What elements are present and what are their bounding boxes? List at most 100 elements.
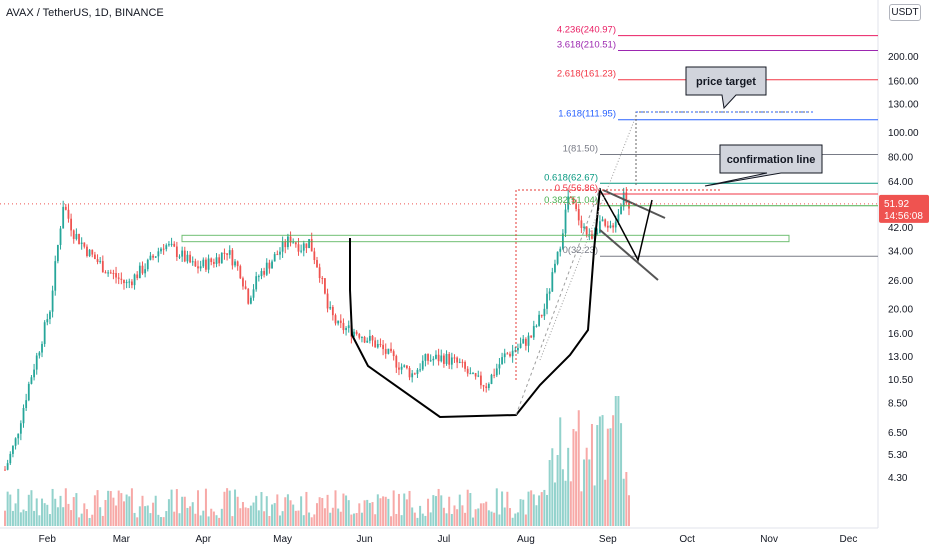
volume-bar	[138, 506, 141, 526]
volume-bar	[458, 494, 461, 526]
volume-bar	[572, 428, 575, 526]
candle-body	[175, 246, 178, 257]
candle-body	[585, 226, 588, 235]
candle-body	[183, 250, 186, 262]
handle-zigzag	[599, 189, 653, 263]
volume-bar	[308, 512, 311, 526]
volume-bar	[14, 503, 17, 526]
volume-bar	[165, 511, 168, 526]
candle-body	[424, 354, 427, 361]
candle-body	[33, 369, 35, 378]
volume-bar	[281, 511, 284, 526]
y-tick-label: 100.00	[888, 128, 919, 139]
candle-body	[347, 325, 350, 329]
candle-body	[326, 293, 329, 309]
volume-bar	[315, 503, 318, 526]
candle-body	[78, 233, 80, 245]
volume-bar	[556, 455, 559, 526]
candle-body	[355, 331, 358, 335]
y-tick-label: 80.00	[888, 153, 913, 164]
candle-body	[583, 226, 585, 228]
volume-bar	[141, 495, 144, 526]
volume-bar	[9, 494, 12, 526]
volume-bar	[239, 508, 242, 526]
volume-bar	[339, 511, 342, 526]
candle-body	[450, 357, 453, 365]
volume-bar	[350, 514, 353, 526]
volume-bar	[580, 491, 583, 526]
volume-bar	[493, 512, 496, 526]
confirmation-callout-bubble	[704, 144, 823, 187]
fib-level-label: 0.382(51.04)	[544, 195, 598, 206]
candle-body	[4, 469, 6, 471]
candle-body	[440, 355, 443, 362]
volume-bar	[19, 512, 22, 526]
x-tick-label: Jun	[357, 534, 373, 545]
volume-bar	[175, 489, 178, 526]
volume-bar	[236, 496, 239, 526]
candle-body	[144, 269, 147, 274]
candle-body	[509, 353, 511, 357]
volume-bar	[620, 423, 623, 526]
volume-bar	[471, 517, 474, 526]
volume-bar	[575, 431, 578, 526]
candle-body	[416, 369, 419, 375]
candle-body	[202, 259, 205, 267]
y-tick-label: 130.00	[888, 99, 919, 110]
volume-bar	[427, 498, 430, 526]
candle-body	[186, 254, 189, 262]
candle-body	[43, 322, 46, 344]
volume-bar	[366, 499, 369, 526]
candle-body	[405, 365, 408, 369]
volume-bar	[228, 490, 231, 526]
last-price-badge	[879, 194, 929, 223]
candle-body	[522, 338, 525, 344]
volume-bar	[590, 423, 593, 526]
candle-body	[56, 244, 59, 262]
volume-bar	[442, 507, 445, 526]
volume-bar	[408, 490, 411, 526]
volume-bar	[144, 506, 147, 526]
candle-body	[620, 206, 622, 215]
volume-bar	[546, 494, 549, 526]
volume-bar	[183, 496, 186, 526]
candle-body	[247, 288, 250, 304]
volume-bar	[569, 481, 572, 526]
volume-bar	[189, 506, 192, 526]
volume-bar	[292, 504, 295, 526]
measured-move-line	[515, 189, 720, 380]
volume-bar	[424, 515, 427, 526]
volume-bar	[390, 516, 393, 526]
volume-bar	[96, 490, 99, 526]
volume-bar	[207, 516, 210, 526]
volume-bar	[125, 494, 128, 526]
volume-bar	[149, 513, 152, 526]
volume-bar	[453, 505, 456, 526]
candle-body	[540, 314, 543, 317]
candle-body	[382, 344, 384, 350]
volume-bar	[241, 502, 244, 526]
candle-body	[17, 433, 20, 439]
volume-bar	[384, 496, 387, 526]
volume-bar	[191, 502, 194, 526]
volume-bar	[564, 480, 567, 526]
volume-bar	[397, 493, 400, 526]
candle-body	[38, 352, 41, 356]
candle-body	[189, 254, 191, 263]
candle-body	[289, 236, 292, 243]
candle-body	[91, 249, 94, 255]
candle-body	[9, 453, 12, 464]
volume-bar	[117, 490, 120, 526]
currency-button[interactable]: USDT	[889, 4, 921, 21]
candle-body	[331, 306, 334, 316]
candle-body	[472, 373, 474, 375]
y-tick-label: 13.00	[888, 352, 913, 363]
candle-body	[64, 206, 67, 210]
volume-bar	[186, 507, 189, 526]
volume-bar	[448, 496, 451, 526]
volume-bar	[445, 513, 448, 526]
volume-bar	[210, 508, 213, 526]
candle-body	[141, 265, 144, 274]
candle-body	[612, 225, 615, 228]
